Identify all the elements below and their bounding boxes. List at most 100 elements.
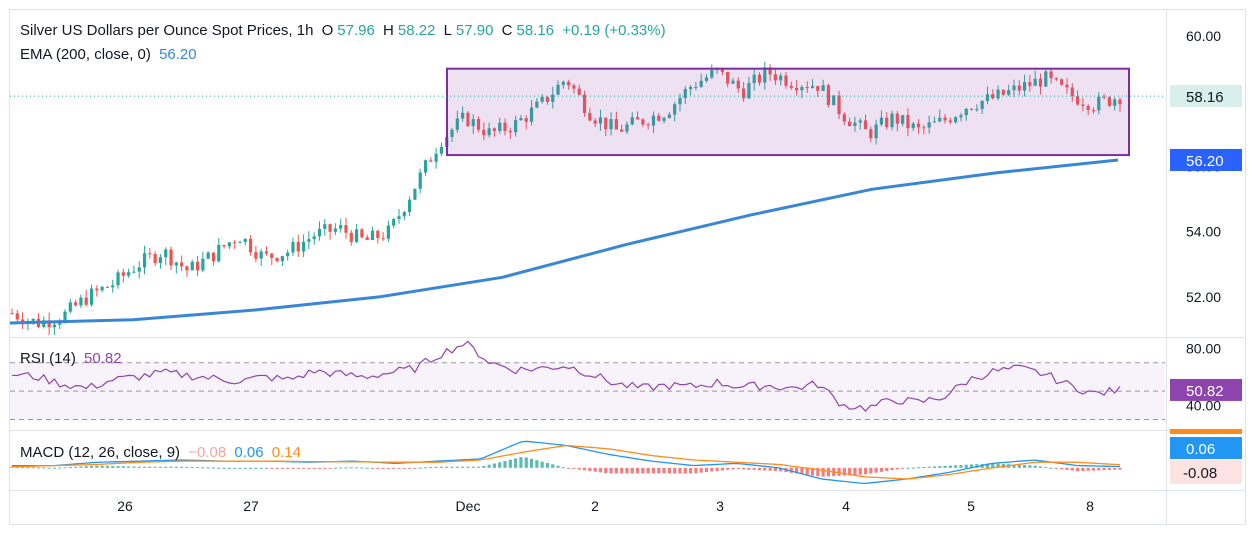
rsi-badge [1170,378,1242,401]
price-candle [471,119,475,127]
macd-histogram-bar [461,466,465,468]
price-candle [476,119,481,130]
price-candle [1086,105,1090,111]
price-candle [975,109,979,111]
price-candle [842,114,846,122]
close-value: 58.16 [516,22,555,39]
price-candle [514,120,518,133]
price-candle [164,249,168,258]
macd-histogram-bar [423,467,428,469]
macd-histogram-bar [84,466,88,468]
price-candle [127,272,131,276]
price-candle [1017,85,1021,91]
macd-histogram-bar [344,467,348,469]
macd-histogram-bar [137,466,141,468]
macd-histogram-bar [42,467,46,469]
time-axis-tick: 8 [1086,498,1094,514]
macd-histogram-bar [529,458,534,468]
price-candle [927,122,931,128]
price-candle [423,160,428,173]
price-candle [885,117,889,128]
macd-histogram-bar [842,467,846,476]
price-candle [773,74,778,81]
macd-histogram-bar [720,467,724,471]
macd-histogram-bar [1118,467,1122,470]
macd-histogram-bar [397,467,401,469]
price-candle [434,153,438,162]
macd-histogram-bar [630,467,634,474]
macd-histogram-bar [927,466,931,468]
price-candle [731,80,735,84]
macd-histogram-bar [439,466,444,468]
macd-histogram-bar [132,466,136,468]
macd-histogram-bar [885,467,889,472]
macd-histogram-bar [264,467,269,469]
price-candle [270,253,274,258]
price-candle [413,188,417,200]
price-candle [1065,84,1069,88]
time-axis-tick: Dec [456,498,481,514]
price-candle [535,101,539,108]
price-candle [360,229,364,238]
macd-histogram-bar [429,467,433,469]
price-candle [148,253,152,255]
price-candle [577,88,581,95]
price-candle [588,113,592,121]
macd-histogram-bar [105,465,110,468]
macd-histogram-bar [773,467,778,472]
price-candle [598,117,603,124]
price-candle [932,121,937,123]
price-candle [890,113,894,128]
price-candle [291,242,295,253]
price-candle [15,313,19,320]
macd-histogram-bar [604,467,608,474]
macd-histogram-bar [651,467,656,474]
macd-histogram-bar [646,467,650,474]
macd-histogram-bar [1086,467,1090,471]
macd-histogram-bar [185,466,189,468]
price-candle [455,118,459,130]
price-candle [349,232,353,242]
price-candle [529,107,534,122]
macd-histogram-bar [863,467,868,475]
rsi-legend: RSI (14) 50.82 [20,350,126,367]
price-candle [561,81,565,85]
macd-histogram-bar [519,457,523,468]
macd-histogram-bar [678,467,682,474]
price-candle [1081,104,1085,106]
price-candle [969,108,974,110]
open-value: 57.96 [337,22,375,39]
price-candle [901,115,905,124]
time-axis-tick: 5 [967,498,975,514]
price-candle [439,146,444,154]
ema-200-line [9,158,1119,325]
macd-histogram-bar [1044,467,1048,469]
macd-hist-badge [1170,460,1242,484]
macd-histogram-bar [47,467,51,469]
price-candle [683,89,687,98]
macd-histogram-bar [89,465,94,468]
macd-histogram-bar [333,467,337,469]
macd-histogram-bar [254,467,258,469]
macd-histogram-bar [996,463,1000,468]
macd-histogram-bar [418,467,422,469]
price-candle [482,129,486,136]
price-candle [466,112,470,127]
macd-histogram-bar [540,461,544,468]
price-candle [243,238,247,243]
macd-histogram-bar [26,467,30,469]
macd-histogram-bar [991,463,995,468]
macd-histogram-bar [270,467,274,469]
price-candle [1070,87,1074,97]
price-candle [625,124,629,132]
macd-histogram-bar [402,467,406,469]
macd-histogram-bar [805,467,809,475]
macd-histogram-bar [227,467,231,469]
macd-histogram-bar [365,467,369,469]
macd-histogram-bar [434,466,438,468]
price-candle [296,242,300,252]
price-candle [79,297,83,306]
macd-histogram-bar [545,462,550,468]
macd-histogram-bar [280,467,284,469]
price-candle [254,252,258,259]
